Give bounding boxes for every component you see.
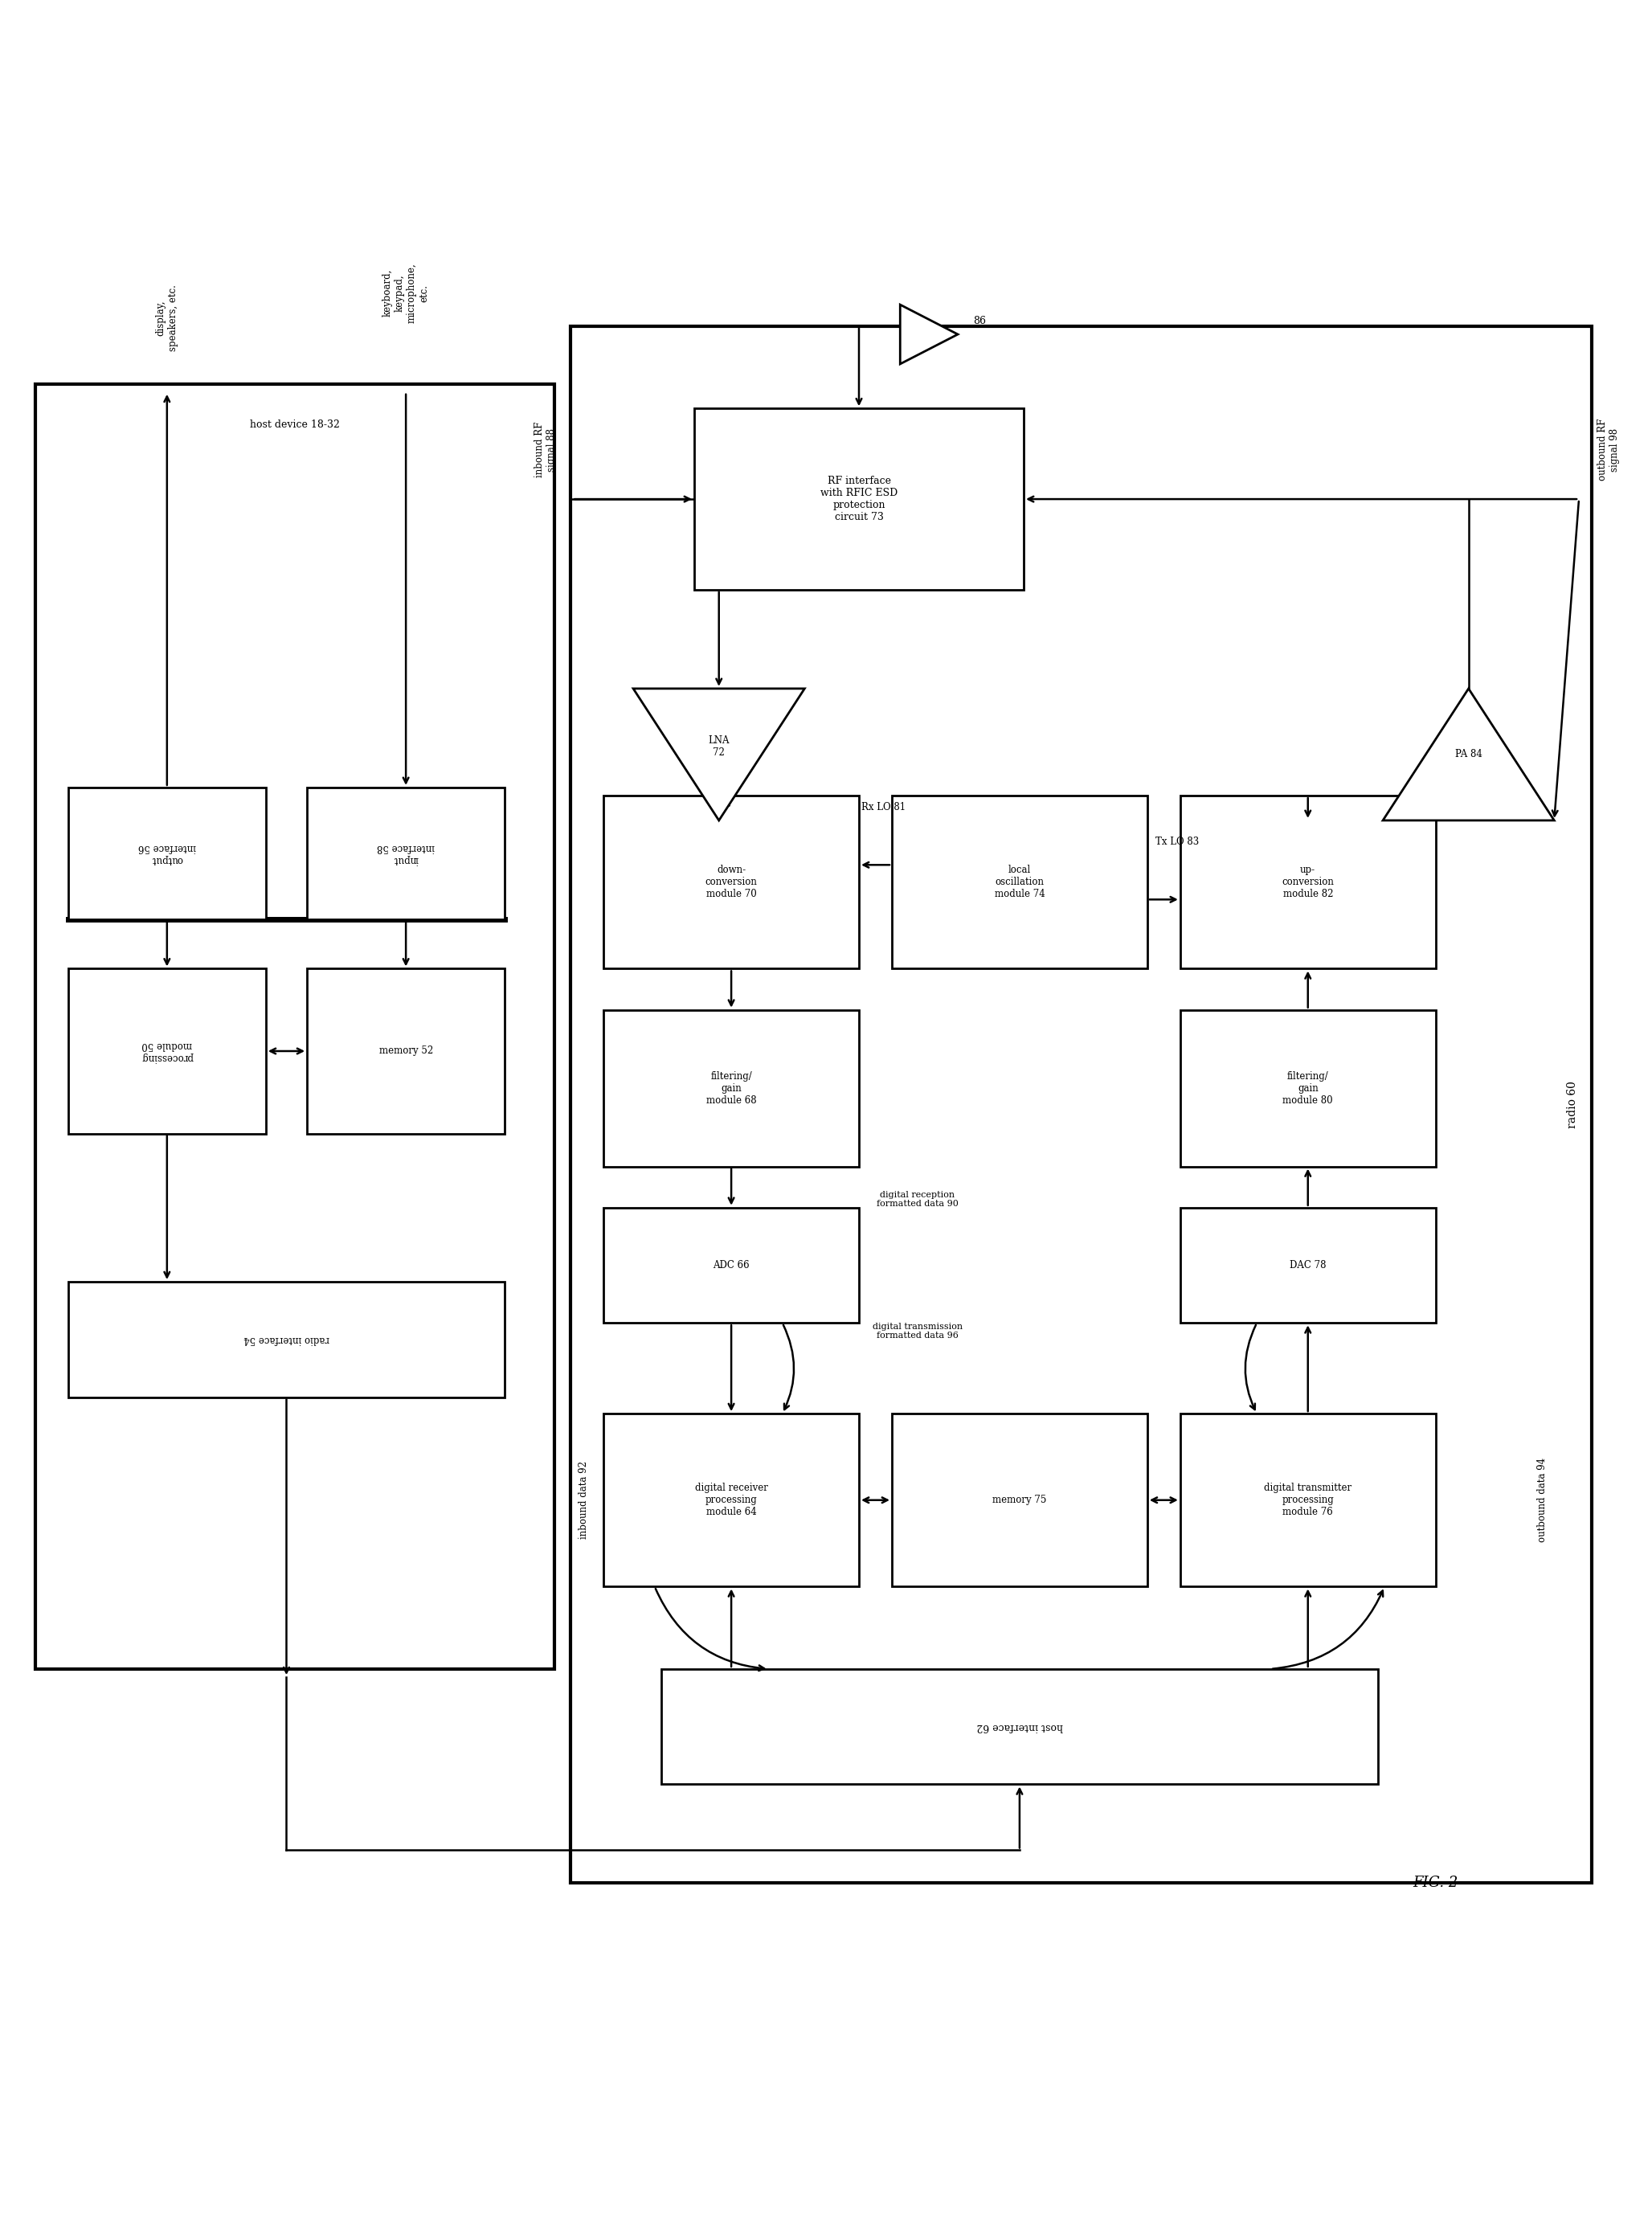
Text: filtering/
gain
module 68: filtering/ gain module 68 xyxy=(705,1070,757,1106)
Text: Rx LO 81: Rx LO 81 xyxy=(861,802,905,813)
Bar xyxy=(892,795,1146,970)
Bar xyxy=(307,786,506,918)
Bar xyxy=(694,409,1024,590)
Bar xyxy=(603,1414,859,1586)
Bar xyxy=(307,970,506,1133)
Bar xyxy=(1180,1414,1436,1586)
Text: DAC 78: DAC 78 xyxy=(1290,1260,1327,1271)
Bar xyxy=(603,1010,859,1166)
Text: radio interface 54: radio interface 54 xyxy=(243,1334,329,1345)
Text: filtering/
gain
module 80: filtering/ gain module 80 xyxy=(1282,1070,1333,1106)
Text: digital reception
formatted data 90: digital reception formatted data 90 xyxy=(877,1191,958,1209)
Text: host device 18-32: host device 18-32 xyxy=(249,420,340,431)
Bar xyxy=(1180,795,1436,970)
Bar xyxy=(68,786,266,918)
Text: ADC 66: ADC 66 xyxy=(714,1260,750,1271)
Bar xyxy=(892,1414,1146,1586)
Text: input
interface 58: input interface 58 xyxy=(377,842,434,865)
Polygon shape xyxy=(900,304,958,364)
Bar xyxy=(68,1282,506,1396)
Text: LNA
72: LNA 72 xyxy=(709,735,730,757)
Text: host interface 62: host interface 62 xyxy=(976,1722,1062,1731)
Bar xyxy=(1180,1209,1436,1323)
Text: Tx LO 83: Tx LO 83 xyxy=(1155,836,1199,847)
Text: outbound RF
signal 98: outbound RF signal 98 xyxy=(1597,418,1621,480)
Bar xyxy=(35,384,553,1669)
Text: RF interface
with RFIC ESD
protection
circuit 73: RF interface with RFIC ESD protection ci… xyxy=(821,476,897,523)
Text: inbound RF
signal 88: inbound RF signal 88 xyxy=(535,422,557,478)
Text: keyboard,
keypad,
microphone,
etc.: keyboard, keypad, microphone, etc. xyxy=(383,264,430,324)
Text: digital transmitter
processing
module 76: digital transmitter processing module 76 xyxy=(1264,1483,1351,1517)
Text: memory 75: memory 75 xyxy=(993,1495,1047,1506)
Bar xyxy=(570,326,1593,1883)
Polygon shape xyxy=(1383,688,1555,820)
Text: up-
conversion
module 82: up- conversion module 82 xyxy=(1282,865,1333,900)
Text: digital receiver
processing
module 64: digital receiver processing module 64 xyxy=(695,1483,768,1517)
Text: processing
module 50: processing module 50 xyxy=(140,1039,193,1063)
Text: PA 84: PA 84 xyxy=(1455,748,1482,760)
Text: inbound data 92: inbound data 92 xyxy=(578,1461,590,1539)
Text: display,
speakers, etc.: display, speakers, etc. xyxy=(155,284,178,351)
Text: local
oscillation
module 74: local oscillation module 74 xyxy=(995,865,1044,900)
Polygon shape xyxy=(633,688,805,820)
Bar xyxy=(661,1669,1378,1785)
Text: FIG. 2: FIG. 2 xyxy=(1412,1877,1459,1890)
Bar xyxy=(603,1209,859,1323)
Bar xyxy=(68,970,266,1133)
Text: 86: 86 xyxy=(973,315,986,326)
Text: digital transmission
formatted data 96: digital transmission formatted data 96 xyxy=(872,1323,963,1340)
Text: down-
conversion
module 70: down- conversion module 70 xyxy=(705,865,757,900)
Bar xyxy=(1180,1010,1436,1166)
Text: memory 52: memory 52 xyxy=(378,1046,433,1057)
Text: radio 60: radio 60 xyxy=(1566,1081,1578,1128)
Bar xyxy=(603,795,859,970)
Text: output
interface 56: output interface 56 xyxy=(139,842,197,865)
Text: outbound data 94: outbound data 94 xyxy=(1538,1459,1548,1541)
